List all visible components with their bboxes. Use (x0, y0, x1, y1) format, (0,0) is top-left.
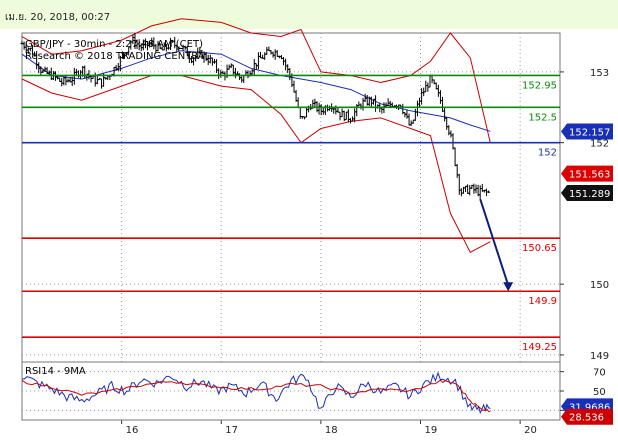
forecast-arrow-line (479, 198, 510, 286)
price-tag-upper_band (561, 165, 613, 182)
x-tick-label: 17 (225, 425, 238, 436)
rsi-series-rsi_ma (21, 379, 491, 413)
level-label-support: 149.9 (528, 296, 557, 307)
level-label-support: 150.65 (522, 243, 557, 254)
rsi-tag-rsi_ma (561, 408, 613, 425)
rsi-series-rsi (21, 371, 491, 415)
level-label-pivot: 152 (538, 148, 557, 159)
chart-subtitle: Research © 2018 TRADING CENTRAL (25, 51, 211, 62)
x-tick-label: 18 (325, 425, 338, 436)
rsi-tick-label: 50 (593, 387, 606, 398)
price-tag-label-moving_average: 152.157 (569, 128, 610, 139)
header-date: เม.ย. 20, 2018, 00:27 (5, 12, 110, 23)
level-label-resistance: 152.95 (522, 80, 557, 91)
y-tick-label: 150 (590, 280, 609, 291)
price-tag-label-upper_band: 151.563 (569, 170, 610, 181)
bollinger-upper-line (21, 18, 491, 143)
moving-average-line (21, 50, 491, 132)
price-tag-last_price (561, 184, 613, 201)
price-tag-moving_average (561, 123, 613, 140)
main-plot-frame (21, 32, 561, 363)
rsi-title: RSI14 - 9MA (25, 366, 86, 377)
x-tick-label: 20 (524, 425, 537, 436)
y-tick-label: 153 (590, 68, 609, 79)
header-bar (0, 0, 618, 29)
price-tag-label-last_price: 151.289 (569, 189, 610, 200)
y-tick-label: 149 (590, 351, 609, 362)
level-label-support: 149.25 (522, 342, 557, 353)
x-tick-label: 16 (126, 425, 139, 436)
rsi-tag-label-rsi: 31.9686 (569, 402, 610, 413)
level-label-resistance: 152.5 (528, 112, 557, 123)
x-tick-label: 19 (425, 425, 438, 436)
main-chart: 16 17 18 19 20 153 152 150 149 152.95 152.5 152 150.… (20, 18, 613, 436)
forecast-arrow-head (503, 282, 514, 292)
rsi-tag-label-rsi_ma: 28.536 (569, 413, 604, 424)
y-tick-label: 152 (590, 139, 609, 150)
rsi-tick-label: 70 (593, 368, 606, 379)
bollinger-lower-line (21, 75, 491, 253)
chart-title: GBP/JPY - 30min - 2:27:46 AM (CET) (25, 39, 203, 50)
